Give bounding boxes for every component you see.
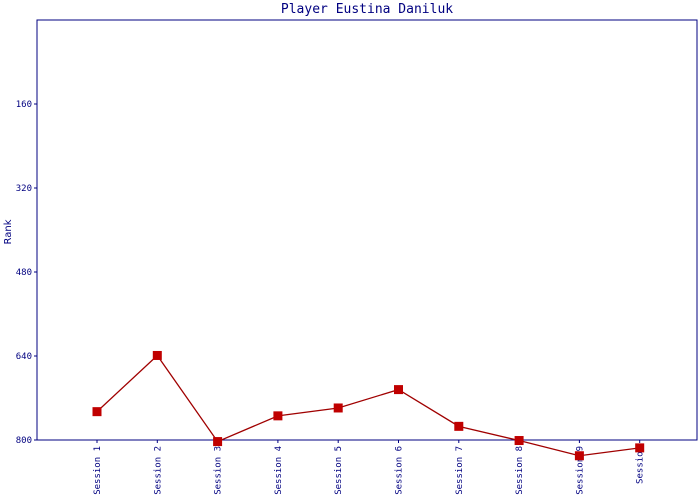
x-tick-label: Session 7	[455, 446, 465, 495]
data-point-marker	[333, 403, 343, 413]
data-point-marker	[514, 436, 524, 446]
x-tick-label: Session	[636, 446, 646, 484]
y-tick-label: 800	[16, 436, 32, 446]
x-tick-label: Session 9	[575, 446, 585, 495]
data-point-marker	[213, 437, 223, 447]
x-tick-label: Session 6	[395, 446, 405, 495]
data-point-marker	[635, 443, 645, 453]
y-tick-label: 480	[16, 268, 32, 278]
data-point-marker	[454, 421, 464, 431]
y-axis-ticks: 160 320 480 640 800	[16, 100, 37, 446]
series-line	[96, 354, 640, 457]
plot-area-frame	[36, 19, 698, 441]
x-tick-label: Session 5	[334, 446, 344, 495]
y-tick-label: 320	[16, 184, 32, 194]
x-tick-label: Session 8	[515, 446, 525, 495]
x-tick-label: Session 1	[93, 446, 103, 495]
y-axis-label: Rank	[3, 219, 14, 244]
chart-title: Player Eustina Daniluk	[281, 2, 453, 17]
x-tick-label: Session 4	[274, 446, 284, 495]
y-tick-label: 640	[16, 352, 32, 362]
x-tick-label: Session 2	[153, 446, 163, 495]
data-point-marker	[92, 407, 102, 417]
data-point-marker	[394, 385, 403, 395]
series-group	[92, 350, 645, 461]
x-axis-ticks: Session 1 Session 2 Session 3 Session 4 Sess…	[93, 440, 646, 495]
data-point-marker	[574, 451, 584, 461]
data-point-marker	[152, 350, 162, 360]
data-point-marker	[273, 411, 283, 421]
y-tick-label: 160	[16, 100, 32, 110]
x-tick-label: Session 3	[214, 446, 224, 495]
